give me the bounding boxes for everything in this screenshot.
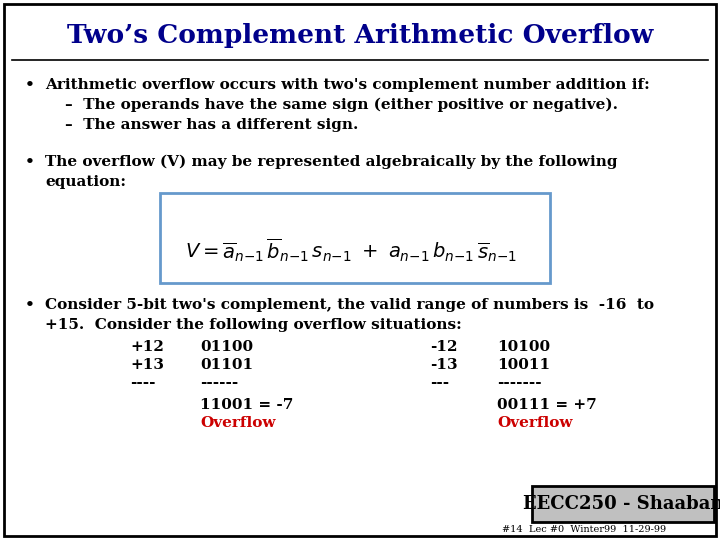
Text: -12: -12 [430,340,457,354]
Text: •: • [25,298,35,312]
Text: +12: +12 [130,340,164,354]
Text: ------: ------ [200,376,238,390]
Text: 00111 = +7: 00111 = +7 [497,398,597,412]
Text: ----: ---- [130,376,156,390]
Text: The overflow (V) may be represented algebraically by the following: The overflow (V) may be represented alge… [45,155,618,170]
Text: Two’s Complement Arithmetic Overflow: Two’s Complement Arithmetic Overflow [67,24,653,49]
Text: 01101: 01101 [200,358,253,372]
Text: +13: +13 [130,358,164,372]
Bar [160,193,550,283]
Text: ---: --- [430,376,449,390]
Text: equation:: equation: [45,175,126,189]
Text: #14  Lec #0  Winter99  11-29-99: #14 Lec #0 Winter99 11-29-99 [502,525,666,534]
Bar [532,486,714,522]
Text: -13: -13 [430,358,458,372]
Text: Overflow: Overflow [497,416,572,430]
Text: •: • [25,155,35,169]
Text: 11001 = -7: 11001 = -7 [200,398,293,412]
Text: –  The operands have the same sign (either positive or negative).: – The operands have the same sign (eithe… [65,98,618,112]
Text: 10011: 10011 [497,358,550,372]
Text: -------: ------- [497,376,541,390]
Text: Consider 5-bit two's complement, the valid range of numbers is  -16  to: Consider 5-bit two's complement, the val… [45,298,654,312]
Text: EECC250 - Shaaban: EECC250 - Shaaban [523,495,720,513]
Text: $V = \overline{a}_{n\mathsf{-}1}\,\overline{b}_{n\mathsf{-}1}\,s_{n\mathsf{-}1}\: $V = \overline{a}_{n\mathsf{-}1}\,\overl… [185,237,517,264]
Text: 10100: 10100 [497,340,550,354]
Text: •: • [25,78,35,92]
Text: Overflow: Overflow [200,416,276,430]
Text: –  The answer has a different sign.: – The answer has a different sign. [65,118,359,132]
Text: 01100: 01100 [200,340,253,354]
Text: +15.  Consider the following overflow situations:: +15. Consider the following overflow sit… [45,318,462,332]
Text: Arithmetic overflow occurs with two's complement number addition if:: Arithmetic overflow occurs with two's co… [45,78,649,92]
